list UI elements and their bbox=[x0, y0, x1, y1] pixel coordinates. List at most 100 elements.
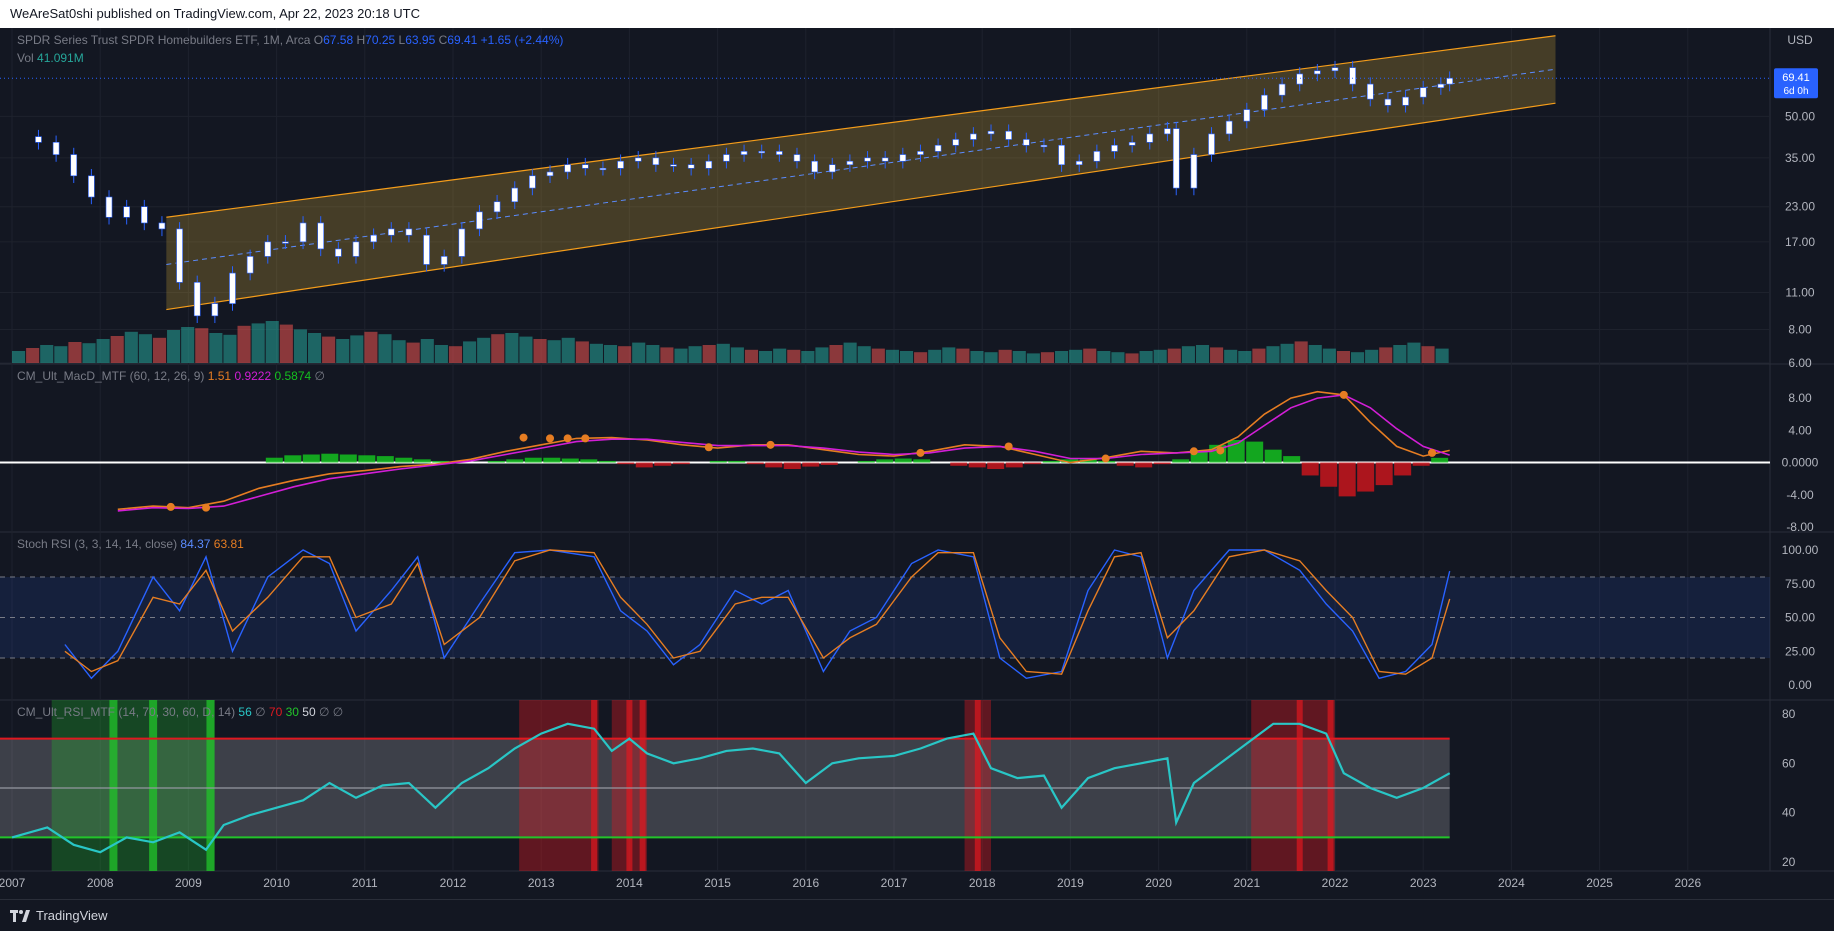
macd-cross-marker bbox=[1101, 454, 1110, 463]
volume-bar bbox=[533, 339, 547, 363]
volume-bar bbox=[82, 343, 96, 363]
volume-bar bbox=[1294, 341, 1308, 363]
tradingview-logo[interactable]: TradingView bbox=[10, 908, 108, 923]
rsi-y-tick: 20 bbox=[1782, 855, 1796, 869]
candle-body bbox=[581, 164, 589, 169]
x-tick-label: 2022 bbox=[1322, 876, 1349, 890]
volume-bar bbox=[674, 348, 688, 363]
candle-body bbox=[1261, 94, 1268, 110]
rsi-overbought-bar bbox=[974, 700, 981, 871]
channel-upper-line bbox=[166, 35, 1556, 218]
candle-body bbox=[370, 234, 377, 243]
macd-histogram-bar bbox=[580, 459, 598, 463]
chart-canvas[interactable]: 2007 2008 2009 2010 2011 2012 2013 2014 2015 2016… bbox=[0, 28, 1834, 899]
macd-histogram-bar bbox=[1283, 456, 1301, 463]
macd-histogram-bar bbox=[672, 462, 690, 465]
volume-bar bbox=[716, 343, 730, 363]
macd-histogram-bar bbox=[1116, 462, 1134, 466]
candle-body bbox=[952, 139, 960, 146]
candle-body bbox=[105, 196, 113, 218]
x-tick-label: 2016 bbox=[792, 876, 819, 890]
rsi-line bbox=[11, 722, 1451, 854]
macd-histogram-bar bbox=[1172, 459, 1190, 463]
stoch-y-tick: 0.00 bbox=[1788, 678, 1812, 692]
candle-body bbox=[970, 133, 977, 140]
price-y-tick: 11.00 bbox=[1785, 285, 1814, 299]
price-y-tick: 8.00 bbox=[1788, 323, 1812, 337]
x-tick-label: 2007 bbox=[0, 876, 26, 890]
volume-bar bbox=[350, 335, 364, 363]
candle-body bbox=[229, 272, 236, 304]
macd-histogram-bar bbox=[1431, 457, 1449, 463]
candle-body bbox=[1146, 133, 1154, 143]
volume-bar bbox=[110, 336, 124, 363]
volume-bar bbox=[744, 349, 759, 363]
volume-bar bbox=[138, 334, 152, 363]
candle-body bbox=[246, 256, 254, 274]
volume-bar bbox=[167, 330, 181, 363]
macd-histogram-bar bbox=[1338, 462, 1356, 497]
macd-histogram-bar bbox=[746, 462, 764, 465]
candle-body bbox=[811, 160, 818, 173]
x-tick-label: 2014 bbox=[616, 876, 643, 890]
rsi-overbought-zone bbox=[1251, 700, 1335, 871]
volume-bar bbox=[1069, 349, 1083, 363]
chart-frame[interactable]: 2007 2008 2009 2010 2011 2012 2013 2014 2015 2016… bbox=[0, 28, 1834, 899]
candle-body bbox=[176, 228, 183, 283]
volume-bar bbox=[364, 331, 378, 363]
candle-body bbox=[1366, 83, 1374, 100]
macd-histogram-bar bbox=[913, 459, 931, 463]
volume-bar bbox=[787, 349, 801, 363]
stoch-d-line bbox=[64, 549, 1451, 675]
volume-bar bbox=[589, 343, 603, 363]
candle-body bbox=[1437, 83, 1445, 88]
candle-body bbox=[846, 160, 854, 166]
candle-body bbox=[758, 151, 766, 154]
volume-legend: Vol 41.091M bbox=[17, 51, 84, 65]
volume-bar bbox=[1252, 348, 1266, 363]
volume-bar bbox=[209, 333, 223, 363]
rsi-overbought-bar bbox=[1327, 700, 1334, 871]
candle-body bbox=[141, 206, 148, 224]
candle-body bbox=[1446, 77, 1453, 85]
macd-histogram-bar bbox=[820, 462, 838, 465]
macd-histogram-bar bbox=[894, 458, 912, 463]
macd-line bbox=[117, 390, 1450, 511]
x-tick-label: 2011 bbox=[352, 876, 378, 890]
volume-bar bbox=[871, 348, 885, 363]
volume-bar bbox=[463, 341, 477, 363]
macd-cross-marker bbox=[519, 433, 528, 442]
volume-bar bbox=[1379, 347, 1393, 363]
volume-bar bbox=[491, 334, 505, 363]
candle-body bbox=[1005, 130, 1012, 140]
x-tick-label: 2020 bbox=[1145, 876, 1172, 890]
rsi-overbought-bar bbox=[591, 700, 598, 871]
candle-body bbox=[1093, 151, 1101, 162]
x-tick-label: 2017 bbox=[881, 876, 908, 890]
volume-bar bbox=[336, 339, 350, 363]
macd-histogram-bar bbox=[709, 460, 727, 463]
volume-bar bbox=[1280, 343, 1294, 363]
macd-histogram-bar bbox=[265, 457, 283, 463]
volume-bar bbox=[322, 336, 336, 363]
volume-bar bbox=[223, 334, 237, 363]
volume-bar bbox=[660, 347, 674, 363]
macd-histogram-bar bbox=[876, 459, 894, 463]
macd-histogram-bar bbox=[321, 453, 339, 463]
parallel-channel-fill bbox=[166, 35, 1556, 310]
macd-y-tick: -4.00 bbox=[1786, 488, 1814, 502]
macd-y-tick: 8.00 bbox=[1788, 391, 1812, 405]
rsi-oversold-bar bbox=[206, 700, 215, 871]
volume-bar bbox=[448, 346, 463, 363]
macd-histogram-bar bbox=[1042, 460, 1060, 463]
volume-bar bbox=[406, 342, 420, 363]
volume-bar bbox=[1195, 345, 1210, 363]
candle-body bbox=[440, 256, 448, 265]
macd-histogram-bar bbox=[395, 457, 413, 463]
volume-bar bbox=[1181, 346, 1195, 363]
candle-body bbox=[687, 164, 695, 169]
macd-histogram-bar bbox=[376, 456, 394, 463]
volume-bar bbox=[26, 348, 40, 363]
volume-bar bbox=[237, 325, 251, 363]
macd-histogram-bar bbox=[1246, 441, 1264, 463]
